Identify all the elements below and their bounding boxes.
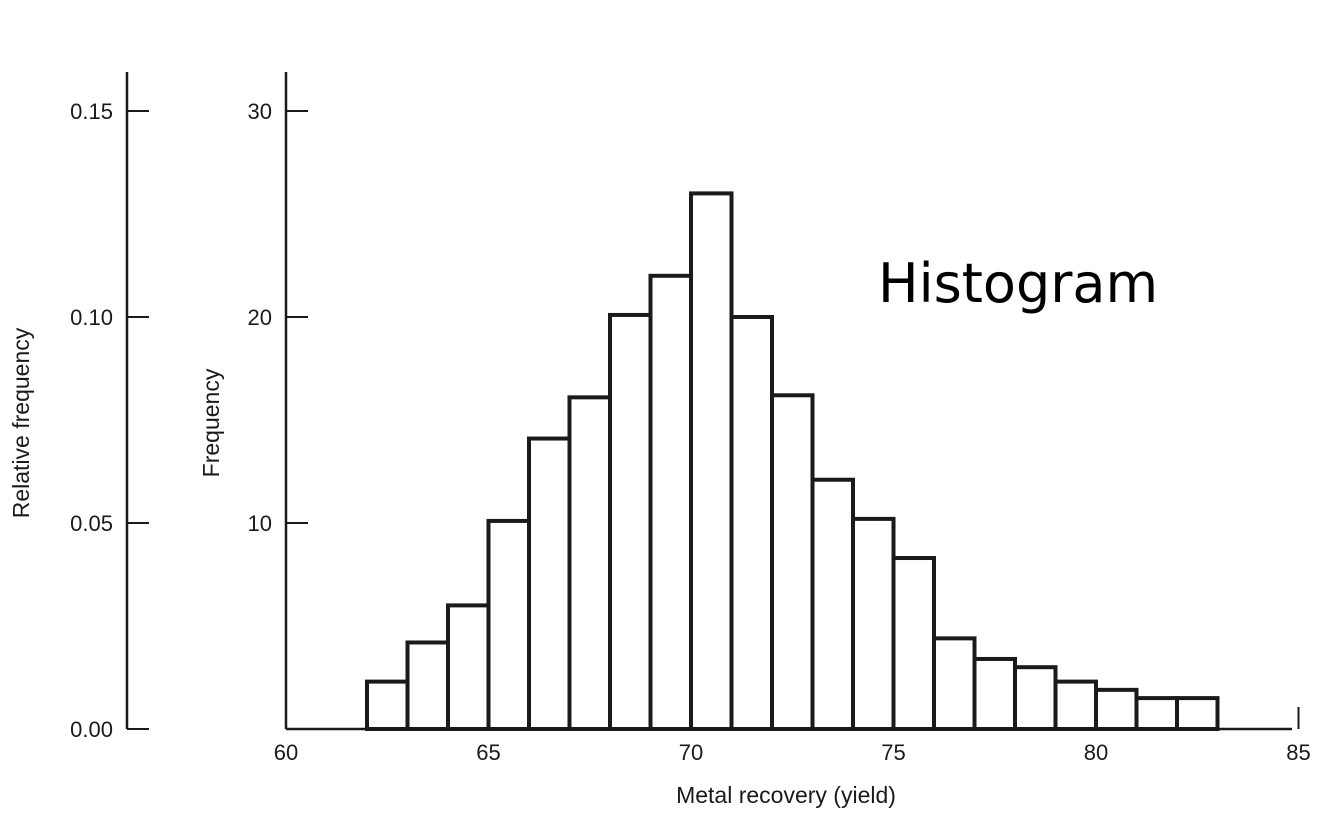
histogram-bar bbox=[648, 273, 693, 731]
axes-group: 10 20 30 60 65 70 75 80 85 0.00 0.05 0.10 0.15 bbox=[70, 72, 1311, 765]
annotation-histogram: Histogram bbox=[878, 252, 1158, 315]
histogram-bar bbox=[1134, 696, 1179, 731]
histogram-bar bbox=[446, 603, 491, 732]
histogram-bar bbox=[729, 315, 774, 731]
histogram-bar bbox=[891, 556, 936, 732]
histogram-bar bbox=[1013, 665, 1058, 732]
histogram-bar bbox=[608, 312, 653, 731]
x-tick-label: 70 bbox=[679, 740, 703, 765]
histogram-bar bbox=[1094, 687, 1139, 731]
y-secondary-tick-label: 0.00 bbox=[70, 717, 113, 742]
histogram-bar bbox=[486, 518, 531, 731]
histogram-bar bbox=[1053, 679, 1098, 731]
histogram-bar bbox=[972, 656, 1017, 732]
x-axis-title: Metal recovery (yield) bbox=[676, 782, 896, 808]
x-tick-label: 80 bbox=[1084, 740, 1108, 765]
histogram-bar bbox=[689, 191, 734, 731]
histogram-bar bbox=[365, 679, 410, 731]
y-axis-title: Frequency bbox=[198, 368, 224, 477]
histogram-bar bbox=[527, 436, 572, 731]
y-tick-label: 30 bbox=[248, 99, 272, 124]
histogram-bar bbox=[770, 393, 815, 731]
x-tick-label: 85 bbox=[1286, 740, 1310, 765]
y-tick-label: 10 bbox=[248, 511, 272, 536]
histogram-bar bbox=[851, 516, 896, 731]
histogram-bar bbox=[405, 640, 450, 731]
histogram-bar bbox=[932, 636, 977, 731]
x-tick-label: 65 bbox=[476, 740, 500, 765]
x-tick-label: 75 bbox=[881, 740, 905, 765]
histogram-bar bbox=[1175, 696, 1220, 731]
histogram-bar bbox=[810, 477, 855, 731]
y-axis-secondary-title: Relative frequency bbox=[8, 327, 34, 518]
histogram-bar bbox=[567, 395, 612, 731]
y-secondary-tick-label: 0.10 bbox=[70, 305, 113, 330]
y-tick-label: 20 bbox=[248, 305, 272, 330]
y-secondary-tick-label: 0.15 bbox=[70, 99, 113, 124]
x-tick-label: 60 bbox=[274, 740, 298, 765]
y-secondary-tick-label: 0.05 bbox=[70, 511, 113, 536]
